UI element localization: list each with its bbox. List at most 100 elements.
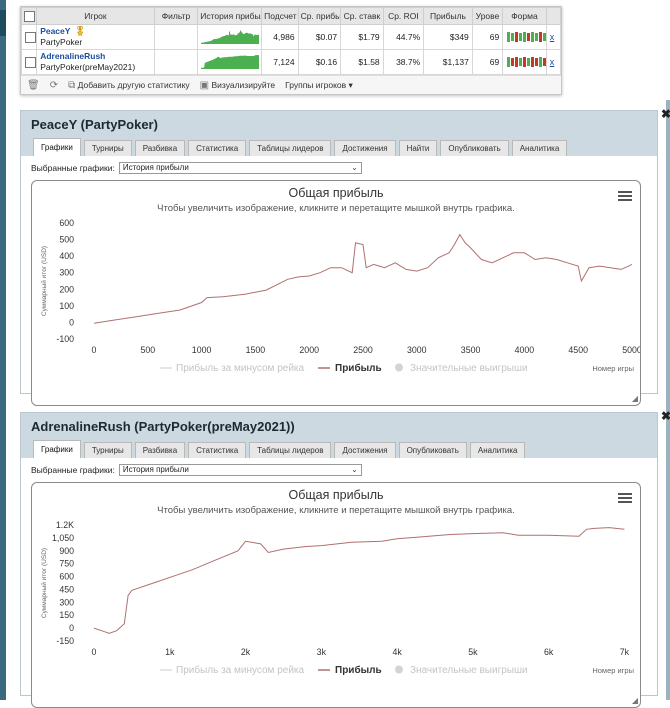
x-tick-label: 3000 <box>407 345 427 355</box>
y-axis-label: Суммарный итог (USD) <box>40 246 48 316</box>
count-cell: 4,986 <box>261 24 299 50</box>
legend-marker-wins <box>395 363 403 372</box>
add-stats-button[interactable]: ⧉ Добавить другую статистику <box>68 79 190 91</box>
sparkline-area <box>201 30 260 44</box>
y-tick-label: 200 <box>59 284 74 294</box>
row-checkbox[interactable] <box>20 49 38 75</box>
filter-cell[interactable] <box>153 24 199 50</box>
x-tick-label: 4000 <box>515 345 535 355</box>
sparkline-area <box>201 55 260 69</box>
table-row[interactable]: PeaceY 🎖 PartyPoker 4,986 $0.07 $1.79 44.7% $34… <box>20 24 562 50</box>
tab-2[interactable]: Разбивка <box>134 442 186 458</box>
legend-item-rake: Прибыль за минусом рейка <box>176 362 305 374</box>
legend-marker-wins <box>395 665 403 674</box>
y-tick-label: -150 <box>56 636 74 646</box>
tab-2[interactable]: Разбивка <box>134 140 186 156</box>
col-header-level[interactable]: Урове <box>471 7 504 25</box>
profit-chart-container[interactable]: Общая прибыль Чтобы увеличить изображение… <box>31 482 641 708</box>
col-header-history[interactable]: История прибыль <box>197 7 263 25</box>
right-edge-strip <box>666 100 670 700</box>
chevron-down-icon: ⌄ <box>351 465 358 474</box>
tab-4[interactable]: Таблицы лидеров <box>249 442 332 458</box>
player-groups-dropdown[interactable]: Группы игроков ▾ <box>285 79 353 90</box>
x-tick-label: 4k <box>392 647 402 657</box>
panel-title-bar: AdrenalineRush (PartyPoker(preMay2021)) … <box>21 409 670 439</box>
col-header-avg-roi[interactable]: Ср. ROI <box>382 7 425 25</box>
tab-1[interactable]: Турниры <box>83 140 132 156</box>
col-header-profit[interactable]: Прибыль <box>423 7 473 25</box>
tab-8[interactable]: Аналитика <box>511 140 568 156</box>
form-bar <box>518 58 522 67</box>
row-checkbox[interactable] <box>20 24 38 50</box>
panel-title: AdrenalineRush (PartyPoker(preMay2021)) <box>31 418 295 434</box>
col-header-form[interactable]: Форма <box>502 7 547 25</box>
remove-player-cell: x <box>545 24 562 50</box>
col-header-count[interactable]: Подсчет <box>261 7 299 25</box>
profit-chart-container[interactable]: Общая прибыль Чтобы увеличить изображение… <box>31 180 641 406</box>
tab-3[interactable]: Статистика <box>188 140 247 156</box>
tab-5[interactable]: Достижения <box>334 442 396 458</box>
resize-handle-icon[interactable]: ◢ <box>631 394 638 403</box>
player-cell: PeaceY 🎖 PartyPoker <box>36 24 155 50</box>
filter-cell[interactable] <box>153 49 199 75</box>
player-name-link[interactable]: AdrenalineRush <box>40 51 106 61</box>
form-bar <box>510 33 514 42</box>
chart-selector-label: Выбранные графики: <box>31 163 115 173</box>
chart-selector-row: Выбранные графики: История прибыли ⌄ <box>31 162 657 174</box>
chart-selector-label: Выбранные графики: <box>31 465 115 475</box>
tab-7[interactable]: Аналитика <box>469 442 526 458</box>
select-all-checkbox[interactable] <box>20 7 38 25</box>
legend-item-wins: Значительные выигрыши <box>410 363 528 374</box>
profit-cell: $349 <box>423 24 473 50</box>
remove-player-link[interactable]: x <box>549 32 555 42</box>
count-cell: 7,124 <box>261 49 299 75</box>
player-panel-peacey: PeaceY (PartyPoker) ✖ Графики Турниры Разб… <box>20 107 670 406</box>
form-bar <box>522 57 526 68</box>
form-bar <box>542 33 546 42</box>
close-icon[interactable]: ✖ <box>660 107 670 121</box>
y-tick-label: 1.2K <box>56 520 74 530</box>
tab-0[interactable]: Графики <box>33 440 81 458</box>
legend-item-rake: Прибыль за минусом рейка <box>176 664 305 676</box>
chart-selector-dropdown[interactable]: История прибыли ⌄ <box>118 162 362 174</box>
avg-roi-cell: 44.7% <box>382 24 425 50</box>
tab-0[interactable]: Графики <box>33 138 81 156</box>
form-bar <box>538 57 542 68</box>
table-row[interactable]: AdrenalineRush PartyPoker(preMay2021) 7,12… <box>20 49 562 75</box>
y-axis-label: Суммарный итог (USD) <box>40 548 48 618</box>
form-bar <box>514 57 518 68</box>
profit-chart[interactable]: Общая прибыль Чтобы увеличить изображение… <box>32 483 640 707</box>
tab-1[interactable]: Турниры <box>83 442 132 458</box>
avg-stake-cell: $1.79 <box>340 24 384 50</box>
y-tick-label: 300 <box>59 268 74 278</box>
form-bar <box>510 58 514 67</box>
tab-5[interactable]: Достижения <box>334 140 396 156</box>
tab-6[interactable]: Найти <box>398 140 438 156</box>
col-header-filter[interactable]: Фильтр <box>153 7 199 25</box>
panel-tabs: Графики Турниры Разбивка Статистика Таблицы … <box>21 439 657 458</box>
tab-7[interactable]: Опубликовать <box>440 140 509 156</box>
player-name-link[interactable]: PeaceY 🎖 <box>40 26 86 36</box>
chart-selector-dropdown[interactable]: История прибыли ⌄ <box>118 464 362 476</box>
col-header-player[interactable]: Игрок <box>36 7 155 25</box>
col-header-avg-stake[interactable]: Ср. ставк <box>340 7 384 25</box>
resize-handle-icon[interactable]: ◢ <box>631 696 638 705</box>
player-panel-adrenalinerush: AdrenalineRush (PartyPoker(preMay2021)) … <box>20 409 670 708</box>
refresh-icon[interactable]: ⟳ <box>49 79 59 91</box>
avg-profit-cell: $0.07 <box>297 24 342 50</box>
y-tick-label: 600 <box>59 218 74 228</box>
avg-profit-cell: $0.16 <box>297 49 342 75</box>
tab-3[interactable]: Статистика <box>188 442 247 458</box>
chart-subtitle: Чтобы увеличить изображение, кликните и … <box>157 203 515 214</box>
form-bar <box>530 32 534 43</box>
close-icon[interactable]: ✖ <box>660 409 670 423</box>
tab-6[interactable]: Опубликовать <box>398 442 467 458</box>
tab-4[interactable]: Таблицы лидеров <box>249 140 332 156</box>
col-header-avg-profit[interactable]: Ср. прибы <box>297 7 342 25</box>
chart-menu-icon[interactable] <box>618 491 632 505</box>
trash-icon[interactable]: 🗑 <box>27 79 40 91</box>
profit-chart[interactable]: Общая прибыль Чтобы увеличить изображение… <box>32 181 640 405</box>
visualize-button[interactable]: ▣ Визуализируйте <box>199 79 276 91</box>
remove-player-link[interactable]: x <box>549 57 555 67</box>
chart-menu-icon[interactable] <box>618 189 632 203</box>
